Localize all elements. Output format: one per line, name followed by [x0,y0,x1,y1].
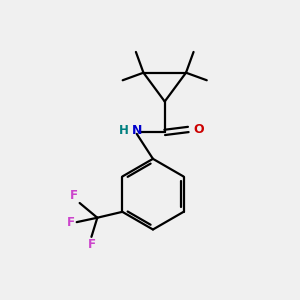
Text: N: N [132,124,142,137]
Text: O: O [194,123,204,136]
Text: F: F [67,216,75,229]
Text: H: H [118,124,128,137]
Text: F: F [87,238,95,251]
Text: F: F [70,188,78,202]
